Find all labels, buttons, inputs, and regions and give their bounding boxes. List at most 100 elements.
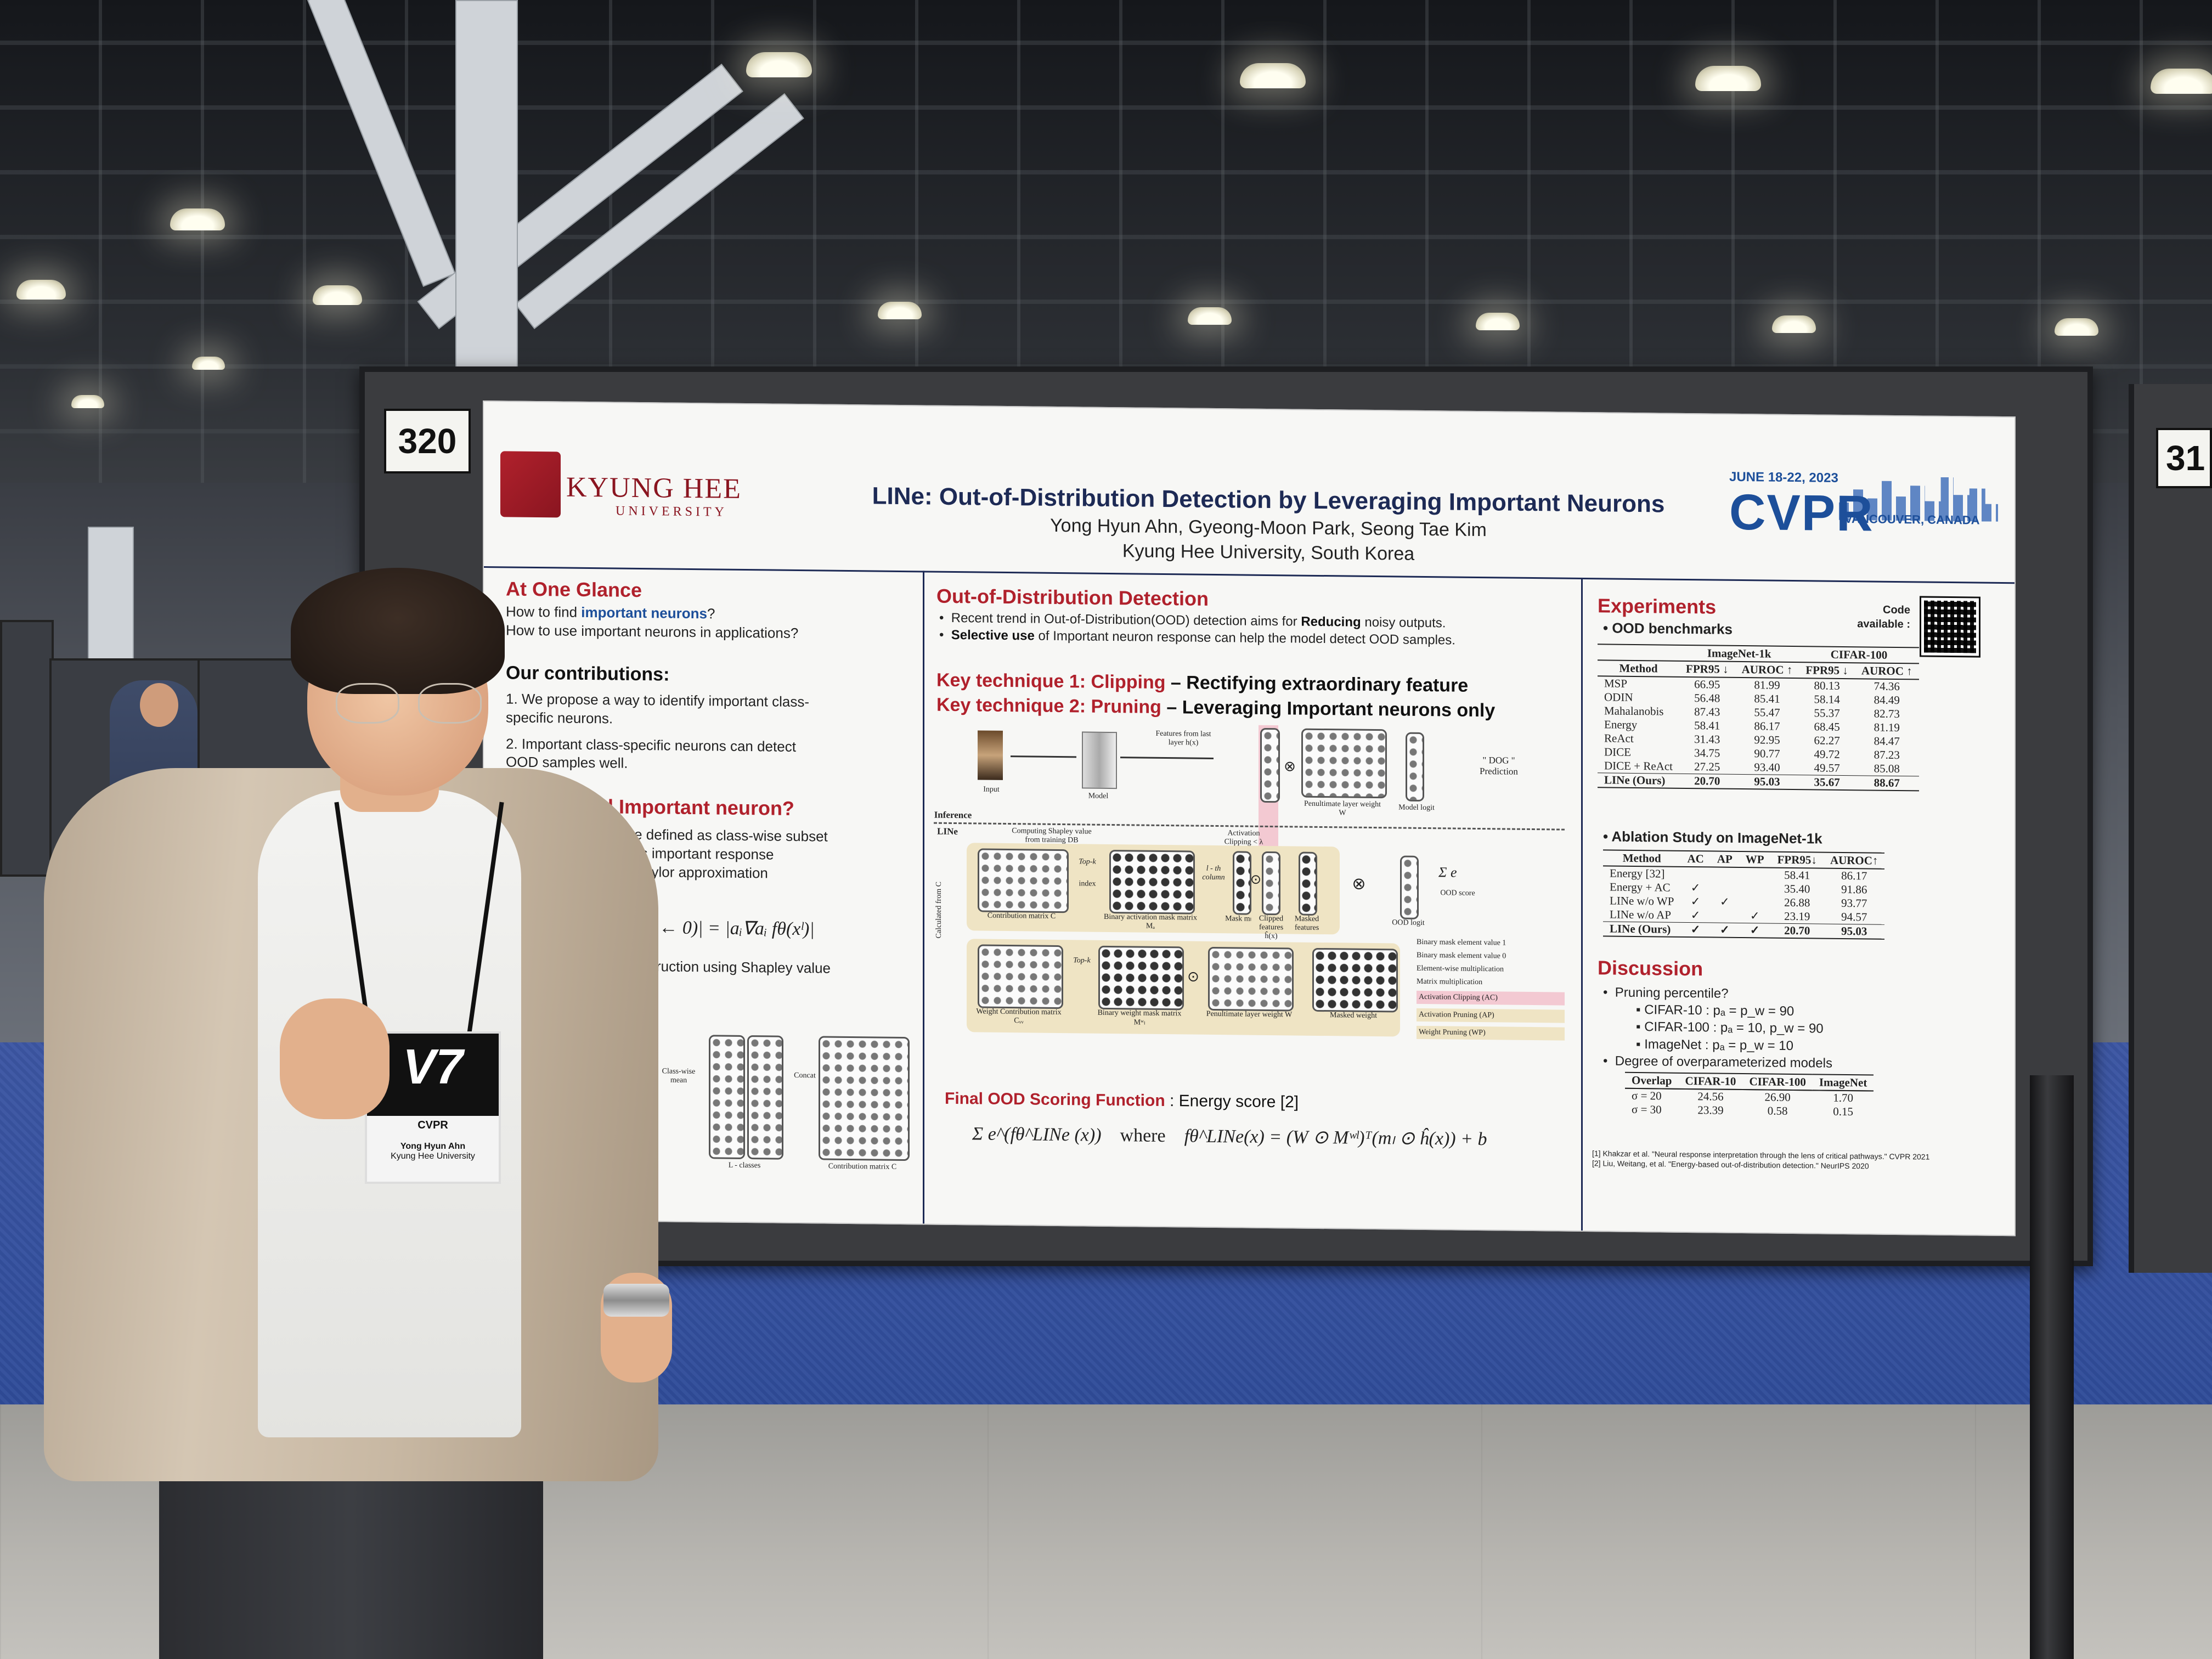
contribution-item: 2. Important class-specific neurons can …	[506, 735, 796, 772]
classwise-label: Class-wise mean	[662, 1067, 696, 1085]
table-cell: ✓	[1690, 895, 1701, 909]
table-cell: LINe w/o AP	[1610, 907, 1671, 922]
model-block	[1082, 731, 1117, 789]
masked-label: Masked features	[1294, 915, 1319, 932]
binary-weight-matrix	[1098, 945, 1184, 1011]
table-cell: 85.41	[1754, 692, 1780, 706]
glance-q1-prefix: How to find	[506, 603, 582, 620]
table-row: σ = 30 23.39 0.58 0.15	[1625, 1103, 1874, 1119]
table-cell: 86.17	[1754, 719, 1780, 733]
element-multiply-icon: ⊙	[1187, 968, 1199, 985]
conference-city: VANCOUVER, CANADA	[1844, 511, 1980, 527]
final-scoring: Final OOD Scoring Function : Energy scor…	[945, 1090, 1299, 1112]
penultimate-label: Penultimate layer weight W	[1304, 799, 1381, 817]
table-cell: ✓	[1690, 909, 1701, 922]
ceiling-light	[1188, 307, 1232, 325]
legend-item: Binary mask element value 1	[1417, 938, 1506, 947]
table-cell: 58.41	[1784, 868, 1810, 882]
table-cell: 90.77	[1754, 747, 1780, 760]
contribution-matrix-label: Contribution matrix C	[987, 911, 1056, 921]
ceiling-light	[1695, 66, 1761, 91]
table-cell: 86.17	[1841, 868, 1867, 883]
ood-b2-suffix: of Important neuron response can help th…	[1034, 628, 1455, 648]
table-header: AUROC↑	[1823, 852, 1885, 869]
thumbs-up-hand	[280, 998, 390, 1119]
table-cell	[1680, 867, 1710, 882]
table-cell: σ = 30	[1632, 1102, 1662, 1116]
university-sub: UNIVERSITY	[616, 504, 727, 520]
table-cell: Mahalanobis	[1604, 704, 1664, 718]
contributions-heading: Our contributions:	[506, 662, 670, 685]
legend-item: Activation Pruning (AP)	[1417, 1008, 1565, 1023]
table-cell: 23.19	[1784, 909, 1810, 923]
table-cell: DICE + ReAct	[1604, 759, 1673, 773]
table-cell: 34.75	[1694, 746, 1720, 760]
discussion-item: CIFAR-10 : pₐ = p_w = 90	[1644, 1002, 1795, 1019]
diagram-legend: Binary mask element value 1 Binary mask …	[1417, 938, 1565, 1041]
ablation-heading: • Ablation Study on ImageNet-1k	[1603, 828, 1822, 847]
table-cell: DICE	[1604, 745, 1631, 759]
table-cell: 80.13	[1814, 679, 1840, 692]
badge-card: CVPR Yong Hyun Ahn Kyung Hee University	[367, 1116, 499, 1182]
badge-conference: CVPR	[417, 1119, 448, 1131]
table-cell: ✓	[1719, 895, 1730, 909]
key2-desc: – Leveraging Important neurons only	[1161, 696, 1496, 721]
final-formula-right: fθ^LINe(x) = (W ⊙ Mʷˡ)ᵀ(mₗ ⊙ ĥ(x)) + b	[1184, 1126, 1487, 1150]
table-cell: 84.49	[1874, 693, 1900, 707]
table-cell: 23.39	[1697, 1103, 1724, 1117]
code-available: Code available :	[1857, 603, 1910, 631]
table-cell	[1739, 882, 1771, 896]
wristwatch-icon	[603, 1284, 669, 1317]
table-cell: 91.86	[1841, 882, 1867, 896]
table-header	[1598, 644, 1679, 661]
neighbor-poster-board	[2129, 384, 2212, 1273]
glasses-icon	[336, 683, 484, 724]
table-cell: LINe w/o WP	[1610, 894, 1674, 908]
discussion-heading: Discussion	[1598, 956, 1703, 980]
legend-item: Binary mask element value 0	[1417, 951, 1506, 961]
header-divider	[484, 566, 2015, 584]
lth-column-label: l - th column	[1202, 864, 1225, 882]
ceiling-light	[192, 357, 225, 370]
table-cell: ODIN	[1604, 690, 1633, 704]
classwise-matrix	[709, 1035, 745, 1160]
discussion-q1: Pruning percentile?	[1615, 985, 1729, 1001]
ood-benchmarks-label: OOD benchmarks	[1612, 619, 1733, 637]
table-group-header: CIFAR-100	[1799, 646, 1919, 664]
element-multiply-icon: ⊗	[1284, 758, 1296, 775]
ceiling-light	[1772, 315, 1816, 333]
table-cell: 84.47	[1874, 734, 1900, 748]
badge-name: Yong Hyun Ahn	[400, 1142, 466, 1151]
board-number: 320	[384, 409, 471, 473]
ablation-table: Method AC AP WP FPR95↓ AUROC↑ Energy [32…	[1603, 849, 1885, 939]
conference-dates: JUNE 18-22, 2023	[1729, 469, 1838, 486]
input-label: Input	[983, 785, 1000, 794]
table-cell: 49.72	[1814, 747, 1840, 761]
key1-desc: – Rectifying extraordinary feature	[1165, 672, 1469, 696]
binary-weight-label: Binary weight mask matrix Mʷₗ	[1097, 1008, 1182, 1027]
table-cell: 20.70	[1679, 774, 1735, 789]
topk-label: Top-k	[1079, 857, 1096, 866]
university-name: KYUNG HEE	[566, 471, 742, 505]
table-cell: 35.67	[1799, 775, 1855, 791]
badge-org: Kyung Hee University	[391, 1152, 475, 1161]
references: [1] Khakzar et al. "Neural response inte…	[1592, 1148, 2009, 1172]
model-logit-vector	[1406, 732, 1424, 802]
contribution-matrix	[819, 1036, 910, 1161]
qr-code-icon[interactable]	[1920, 596, 1980, 658]
element-multiply-icon: ⊙	[1250, 872, 1262, 887]
table-cell: 58.14	[1814, 692, 1840, 706]
table-header: FPR95 ↓	[1679, 661, 1735, 678]
weight-contribution-label: Weight Contribution matrix Cᵥᵥ	[976, 1007, 1062, 1025]
contributions-list: 1. We propose a way to identify importan…	[506, 690, 813, 775]
table-header: AUROC ↑	[1854, 663, 1919, 680]
glance-heading: At One Glance	[506, 577, 642, 602]
ood-bullets: • Recent trend in Out-of-Distribution(OO…	[939, 610, 1455, 648]
table-header: AP	[1710, 851, 1739, 867]
table-cell: 20.70	[1770, 923, 1824, 939]
column-divider	[923, 571, 924, 1224]
penultimate-label: Penultimate layer weight W	[1206, 1009, 1293, 1019]
ood-benchmark-table: ImageNet-1k CIFAR-100 Method FPR95 ↓ AUR…	[1598, 644, 1919, 791]
ood-b1-suffix: noisy outputs.	[1361, 614, 1446, 631]
legend-item: Element-wise multiplication	[1417, 964, 1504, 974]
